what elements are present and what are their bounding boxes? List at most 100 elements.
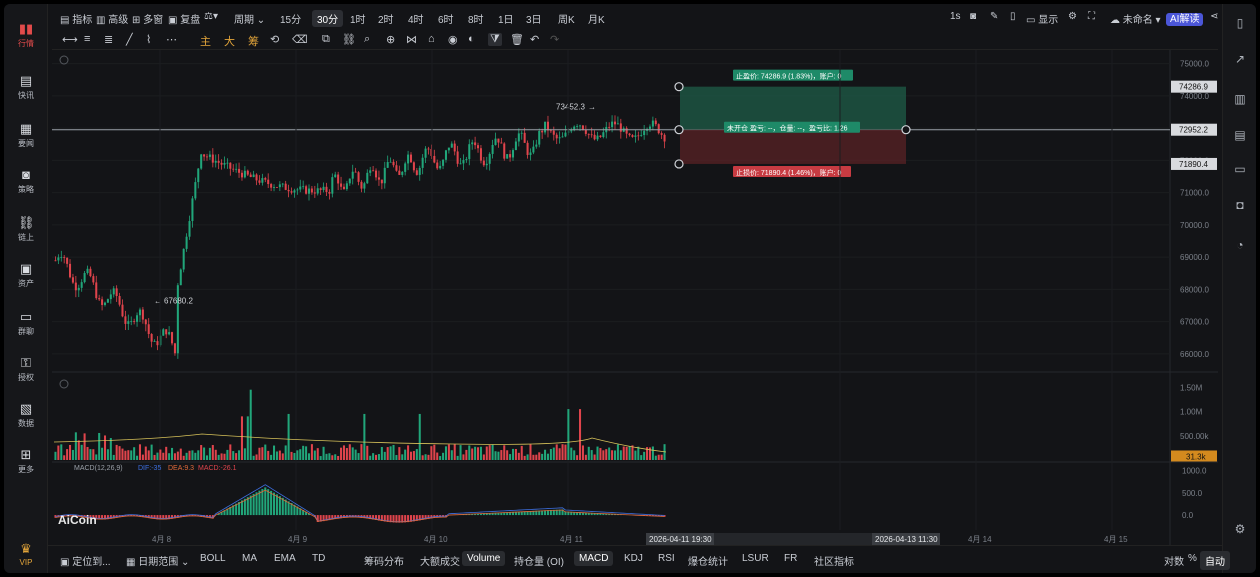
indicator-5[interactable]: 大额成交 bbox=[420, 557, 460, 568]
interval-3[interactable]: 2时 bbox=[378, 15, 394, 26]
nav-item-10[interactable]: ♛ VIP bbox=[4, 542, 48, 568]
interval-8[interactable]: 3日 bbox=[526, 15, 542, 26]
indicator-11[interactable]: 爆仓统计 bbox=[688, 557, 728, 568]
indicator-10[interactable]: RSI bbox=[658, 553, 675, 564]
share-icon[interactable]: ⋖ bbox=[1210, 11, 1219, 22]
eraser-icon[interactable]: ⌫ bbox=[292, 34, 308, 46]
link-icon[interactable]: ⛓ bbox=[342, 34, 356, 46]
nav-item-1[interactable]: ▤ 快讯 bbox=[4, 74, 48, 101]
interval-2[interactable]: 1时 bbox=[350, 15, 366, 26]
fullscreen-icon[interactable]: ⛶ bbox=[1088, 11, 1095, 22]
trend-line-icon[interactable]: ╱ bbox=[126, 34, 133, 46]
macd-histogram-bar bbox=[663, 515, 666, 517]
indicator-7[interactable]: 持仓量 (OI) bbox=[514, 557, 564, 568]
magnet-icon[interactable]: ◐ bbox=[468, 33, 475, 45]
gear-icon[interactable]: ⚙ bbox=[1068, 11, 1077, 22]
zoom-icon[interactable]: ⌕ bbox=[364, 33, 371, 45]
interval-5[interactable]: 6时 bbox=[438, 15, 454, 26]
indicator-14[interactable]: 社区指标 bbox=[814, 557, 854, 568]
brush-icon[interactable]: ⌇ bbox=[146, 34, 152, 46]
multi-window-button[interactable]: ⊞ 多窗 bbox=[132, 15, 164, 26]
indicator-6[interactable]: Volume bbox=[462, 551, 506, 566]
indicator-8[interactable]: MACD bbox=[574, 551, 614, 566]
chart-area[interactable]: 75000.074000.073000.072000.071000.070000… bbox=[52, 50, 1218, 546]
period-dropdown[interactable]: 周期 ⌄ bbox=[234, 15, 266, 26]
interval-10[interactable]: 月K bbox=[588, 15, 605, 26]
indicator-12[interactable]: LSUR bbox=[742, 553, 769, 564]
target-icon[interactable]: ⊕ bbox=[386, 34, 396, 46]
nav-item-7[interactable]: ⚿ 授权 bbox=[4, 356, 48, 383]
pane-settings-icon[interactable] bbox=[59, 55, 69, 65]
indicator-4[interactable]: 筹码分布 bbox=[364, 557, 404, 568]
nav-item-2[interactable]: ▦ 要闻 bbox=[4, 122, 48, 149]
nav-item-5[interactable]: ▣ 资产 bbox=[4, 262, 48, 289]
indicator-2[interactable]: EMA bbox=[274, 553, 296, 564]
bot-icon[interactable]: ◘ bbox=[1236, 198, 1244, 212]
menu-icon[interactable]: ▯ bbox=[1236, 16, 1244, 30]
trend-icon[interactable]: ↗ bbox=[1234, 52, 1246, 66]
drag-handle[interactable] bbox=[674, 82, 684, 92]
interval-7[interactable]: 1日 bbox=[498, 15, 514, 26]
drag-handle[interactable] bbox=[674, 159, 684, 169]
interval-6[interactable]: 8时 bbox=[468, 15, 484, 26]
drawing-tools-button[interactable]: ⚖▾ bbox=[204, 11, 218, 22]
nav-item-3[interactable]: ◙ 策略 bbox=[4, 168, 48, 195]
interval-1[interactable]: 30分 bbox=[312, 10, 344, 27]
lines-icon[interactable]: ≡ bbox=[84, 33, 91, 45]
bar-chart-icon[interactable]: ▥ bbox=[1234, 92, 1246, 106]
refresh-rate[interactable]: 1s bbox=[950, 11, 961, 22]
more-tools-icon[interactable]: ⋯ bbox=[166, 34, 177, 46]
crop-icon[interactable]: ⧉ bbox=[322, 33, 330, 45]
pattern-icon[interactable]: ⋈ bbox=[406, 34, 417, 46]
drag-handle[interactable] bbox=[674, 125, 684, 135]
stop-loss-zone[interactable] bbox=[680, 129, 906, 164]
sync-icon[interactable]: ⟲ bbox=[270, 34, 280, 46]
main-force-button[interactable]: 主 bbox=[200, 36, 211, 48]
settings-icon[interactable]: ⚙ bbox=[1234, 522, 1246, 536]
undo-icon[interactable]: ↶ bbox=[530, 34, 540, 46]
eye-icon[interactable]: ◉ bbox=[448, 34, 458, 46]
layout-name-dropdown[interactable]: ☁ 未命名 ▾ bbox=[1110, 15, 1161, 26]
filter-icon[interactable]: ⧩ bbox=[488, 33, 502, 46]
price-chart-svg[interactable]: 75000.074000.073000.072000.071000.070000… bbox=[52, 50, 1218, 546]
volume-bar bbox=[409, 451, 413, 460]
indicator-0[interactable]: BOLL bbox=[200, 553, 226, 564]
drag-handle[interactable] bbox=[901, 125, 911, 135]
nav-item-6[interactable]: ▭ 群聊 bbox=[4, 310, 48, 337]
interval-9[interactable]: 周K bbox=[558, 15, 575, 26]
auto-scale-toggle[interactable]: 自动 bbox=[1200, 551, 1230, 570]
bookmark-icon[interactable]: ▯ bbox=[1010, 11, 1016, 22]
redo-icon[interactable]: ↷ bbox=[550, 34, 560, 46]
interval-0[interactable]: 15分 bbox=[280, 15, 302, 26]
indicators-button[interactable]: ▤ 指标 bbox=[60, 15, 93, 26]
horizontal-line-icon[interactable]: ⟷ bbox=[62, 34, 78, 46]
indicator-3[interactable]: TD bbox=[312, 553, 326, 564]
advanced-button[interactable]: ▥ 高级 bbox=[96, 15, 129, 26]
pane-settings-icon[interactable] bbox=[59, 379, 69, 389]
trash-icon[interactable]: 🗑 bbox=[510, 34, 524, 46]
indicator-1[interactable]: MA bbox=[242, 553, 257, 564]
nav-item-0[interactable]: ▮▮ 行情 bbox=[4, 22, 48, 49]
camera-icon[interactable]: ◙ bbox=[970, 11, 977, 22]
percent-toggle[interactable]: % bbox=[1188, 553, 1197, 564]
nav-item-9[interactable]: ⊞ 更多 bbox=[4, 448, 48, 475]
parallel-channel-icon[interactable]: ≣ bbox=[104, 34, 114, 46]
nav-item-4[interactable]: ⛓ 链上 bbox=[4, 216, 48, 243]
clock-icon[interactable]: ◔ bbox=[1236, 238, 1244, 252]
indicator-13[interactable]: FR bbox=[784, 553, 798, 564]
log-scale-toggle[interactable]: 对数 bbox=[1164, 557, 1184, 568]
replay-button[interactable]: ▣ 复盘 bbox=[168, 15, 201, 26]
date-range-dropdown[interactable]: ▦ 日期范围 ⌄ bbox=[126, 557, 190, 568]
display-button[interactable]: ▭ 显示 bbox=[1026, 15, 1059, 26]
interval-4[interactable]: 4时 bbox=[408, 15, 424, 26]
locate-button[interactable]: ▣ 定位到... bbox=[60, 557, 111, 568]
indicator-9[interactable]: KDJ bbox=[624, 553, 643, 564]
pencil-icon[interactable]: ✎ bbox=[990, 11, 999, 22]
stats-icon[interactable]: ▤ bbox=[1234, 128, 1246, 142]
ai-interpret-button[interactable]: AI解读 bbox=[1166, 10, 1204, 26]
monitor-icon[interactable]: ▭ bbox=[1234, 162, 1246, 176]
big-order-button[interactable]: 大 bbox=[224, 36, 235, 48]
chip-button[interactable]: 筹 bbox=[248, 36, 259, 48]
lock-icon[interactable]: ⌂ bbox=[428, 33, 435, 45]
nav-item-8[interactable]: ▧ 数据 bbox=[4, 402, 48, 429]
